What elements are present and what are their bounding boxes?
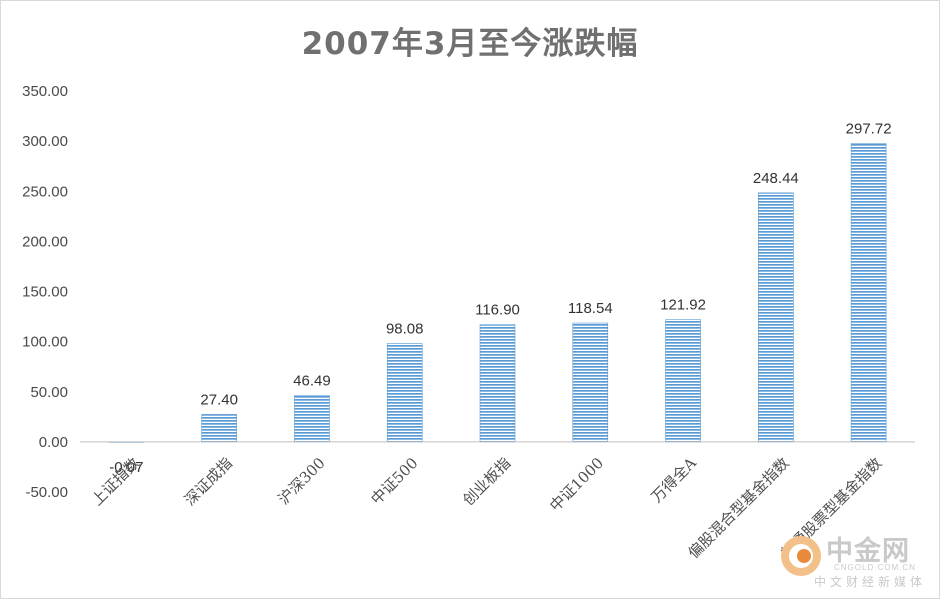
y-axis: 350.00 300.00 250.00 200.00 150.00 100.00 50.0…	[22, 83, 68, 501]
watermark-domain: CNGOLD.COM.CN	[834, 563, 916, 572]
bar	[758, 192, 794, 443]
watermark-name: 中金网	[826, 536, 910, 567]
x-category-label: 中证1000	[546, 454, 607, 515]
watermark-tagline: 中文财经新媒体	[814, 575, 927, 589]
cngold-logo-icon	[781, 536, 821, 576]
chart-title: 2007年3月至今涨跌幅	[301, 26, 639, 62]
bar	[665, 319, 701, 443]
bar	[201, 414, 237, 443]
y-tick-label: 50.00	[30, 384, 68, 401]
y-tick-label: 0.00	[39, 434, 68, 451]
y-tick-label: 300.00	[22, 133, 68, 150]
y-tick-label: -50.00	[25, 484, 68, 501]
data-label: 118.54	[568, 300, 613, 317]
bar	[479, 324, 516, 443]
data-label: 98.08	[386, 321, 424, 338]
data-labels: -0.07 27.40 46.49 98.08 116.90 118.54 121.92 24…	[109, 120, 891, 475]
y-tick-label: 150.00	[22, 284, 68, 301]
y-tick-label: 200.00	[22, 233, 68, 250]
x-category-label: 深证成指	[181, 454, 236, 509]
data-label: 46.49	[293, 372, 331, 389]
data-label: 116.90	[475, 302, 520, 319]
y-tick-label: 350.00	[22, 83, 68, 100]
x-category-label: 偏股混合型基金指数	[684, 454, 792, 562]
x-category-label: 沪深300	[275, 454, 329, 508]
y-tick-label: 100.00	[22, 334, 68, 351]
bar	[572, 322, 609, 443]
bar	[850, 143, 887, 443]
data-label: -0.07	[109, 459, 143, 476]
bar	[386, 343, 423, 443]
data-label: 297.72	[846, 120, 892, 137]
bar	[294, 394, 330, 443]
y-tick-label: 250.00	[22, 183, 68, 200]
watermark: 中金网 CNGOLD.COM.CN 中文财经新媒体	[778, 529, 927, 589]
x-axis-labels: 上证指数 深证成指 沪深300 中证500 创业板指 中证1000 万得全A偏股混合型基金指…	[88, 454, 885, 562]
data-label: 248.44	[753, 170, 799, 187]
x-category-label: 创业板指	[459, 454, 514, 509]
data-label: 121.92	[660, 297, 706, 314]
x-category-label: 中证500	[367, 454, 421, 508]
bars	[108, 143, 887, 443]
x-category-label: 万得全A	[648, 454, 700, 506]
data-label: 27.40	[200, 391, 238, 408]
